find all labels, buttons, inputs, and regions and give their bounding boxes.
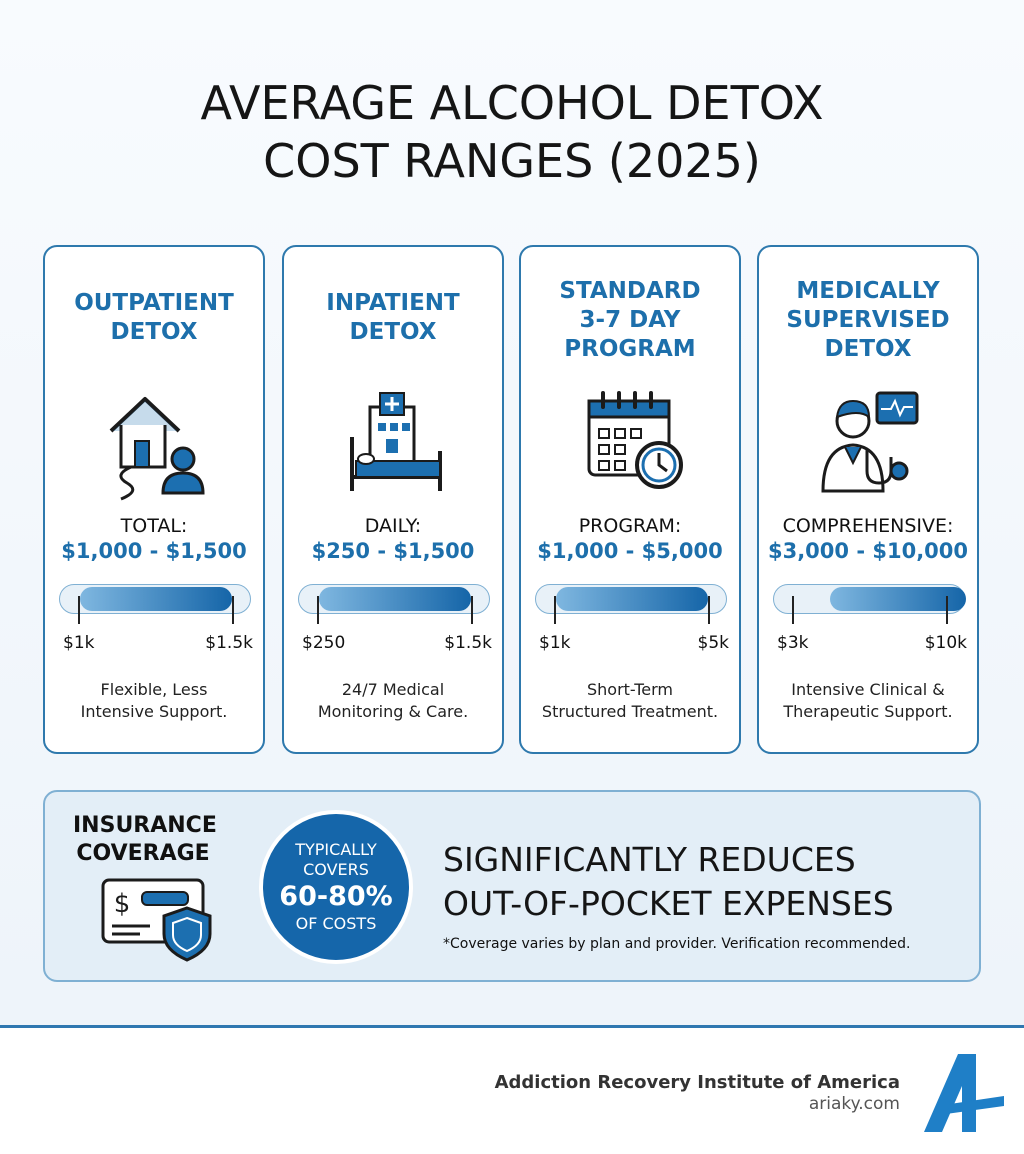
badge-percent: 60-80% [279, 881, 393, 912]
scale-max: $5k [697, 633, 729, 653]
website: ariaky.com [808, 1094, 900, 1114]
card: STANDARD 3-7 DAY PROGRAM PROGRAM: $1,000 - $… [519, 245, 741, 754]
description-line: Intensive Clinical & [791, 680, 945, 699]
scale-tick [78, 596, 80, 624]
card-title: OUTPATIENT DETOX [45, 289, 263, 347]
description-line: Short-Term [586, 680, 674, 699]
card-icon [109, 397, 205, 501]
scale-max: $1.5k [205, 633, 253, 653]
range-fill [80, 587, 232, 611]
range-fill [319, 587, 471, 611]
scale-tick [554, 596, 556, 624]
badge-text: TYPICALLY [295, 840, 377, 859]
description-line: Monitoring & Care. [317, 702, 469, 721]
scale-min: $250 [302, 633, 346, 653]
description-line: Flexible, Less [100, 680, 208, 699]
headline-line: OUT-OF-POCKET EXPENSES [443, 884, 894, 923]
title: AVERAGE ALCOHOL DETOX COST RANGES (2025) [0, 74, 1024, 190]
range-track [59, 584, 251, 614]
insurance-icon: $ [101, 878, 212, 962]
footer: Addiction Recovery Institute of America … [0, 1025, 1024, 1154]
card-title: STANDARD 3-7 DAY PROGRAM [521, 277, 739, 364]
card-title: INPATIENT DETOX [284, 289, 502, 347]
card-icon [587, 391, 683, 489]
card-description: Intensive Clinical & Therapeutic Support. [759, 679, 977, 723]
range-track [298, 584, 490, 614]
card-title-line: DETOX [110, 319, 198, 345]
badge-text: COVERS [303, 860, 369, 879]
card-title-line: DETOX [824, 336, 912, 362]
cost-range: $3,000 - $10,000 [767, 539, 969, 563]
card-icon [350, 392, 442, 491]
description-line: 24/7 Medical [341, 680, 445, 699]
badge-text: OF COSTS [295, 914, 377, 933]
insurance-title-line: INSURANCE [73, 813, 217, 838]
card-description: Flexible, Less Intensive Support. [45, 679, 263, 723]
scale-tick [232, 596, 234, 624]
insurance-title: INSURANCE COVERAGE [73, 812, 217, 868]
cost-range: $250 - $1,500 [311, 539, 475, 563]
card-description: Short-Term Structured Treatment. [521, 679, 739, 723]
card: MEDICALLY SUPERVISED DETOX COMPREHENSIVE: $3… [757, 245, 979, 754]
title-line: AVERAGE ALCOHOL DETOX [200, 76, 824, 130]
scale-max: $10k [924, 633, 967, 653]
cost-label: COMPREHENSIVE: [782, 515, 954, 537]
insurance-title-line: COVERAGE [76, 841, 210, 866]
title-line: COST RANGES (2025) [263, 134, 761, 188]
card-title-line: OUTPATIENT [74, 290, 234, 316]
card-description: 24/7 Medical Monitoring & Care. [284, 679, 502, 723]
card-title-line: MEDICALLY [796, 278, 940, 304]
headline-line: SIGNIFICANTLY REDUCES [443, 840, 856, 879]
range-track [535, 584, 727, 614]
card-title-line: 3-7 DAY [579, 307, 681, 333]
scale-tick [317, 596, 319, 624]
cost-range: $1,000 - $5,000 [537, 539, 723, 563]
scale-tick [946, 596, 948, 624]
scale-min: $1k [63, 633, 95, 653]
scale-min: $1k [539, 633, 571, 653]
cost-label: DAILY: [364, 515, 422, 537]
description-line: Structured Treatment. [541, 702, 719, 721]
insurance-panel: INSURANCE COVERAGE $ TYPICALLY COVERS 60… [43, 790, 981, 982]
card: OUTPATIENT DETOX TOTAL: $1,000 - $1,500 $1k $… [43, 245, 265, 754]
scale-tick [471, 596, 473, 624]
range-fill [556, 587, 708, 611]
scale-tick [708, 596, 710, 624]
scale-min: $3k [777, 633, 809, 653]
insurance-note: *Coverage varies by plan and provider. V… [443, 936, 911, 952]
logo [924, 1054, 1004, 1132]
card-title: MEDICALLY SUPERVISED DETOX [759, 277, 977, 364]
card-icon [821, 391, 919, 493]
cost-label: TOTAL: [120, 515, 188, 537]
card-title-line: DETOX [349, 319, 437, 345]
card-title-line: INPATIENT [326, 290, 460, 316]
card-title-line: PROGRAM [564, 336, 696, 362]
range-fill [830, 587, 966, 611]
coverage-badge: TYPICALLY COVERS 60-80% OF COSTS [259, 810, 413, 964]
card-title-line: SUPERVISED [786, 307, 950, 333]
description-line: Intensive Support. [80, 702, 228, 721]
card-title-line: STANDARD [559, 278, 701, 304]
card: INPATIENT DETOX DAILY: $250 - $1,500 $250 $1.… [282, 245, 504, 754]
headline: SIGNIFICANTLY REDUCES OUT-OF-POCKET EXPE… [443, 838, 894, 926]
scale-tick [792, 596, 794, 624]
range-track [773, 584, 966, 614]
cost-label: PROGRAM: [578, 515, 682, 537]
scale-max: $1.5k [444, 633, 492, 653]
svg-text:$: $ [114, 889, 131, 919]
organization: Addiction Recovery Institute of America [494, 1072, 900, 1093]
description-line: Therapeutic Support. [783, 702, 953, 721]
cost-range: $1,000 - $1,500 [61, 539, 247, 563]
